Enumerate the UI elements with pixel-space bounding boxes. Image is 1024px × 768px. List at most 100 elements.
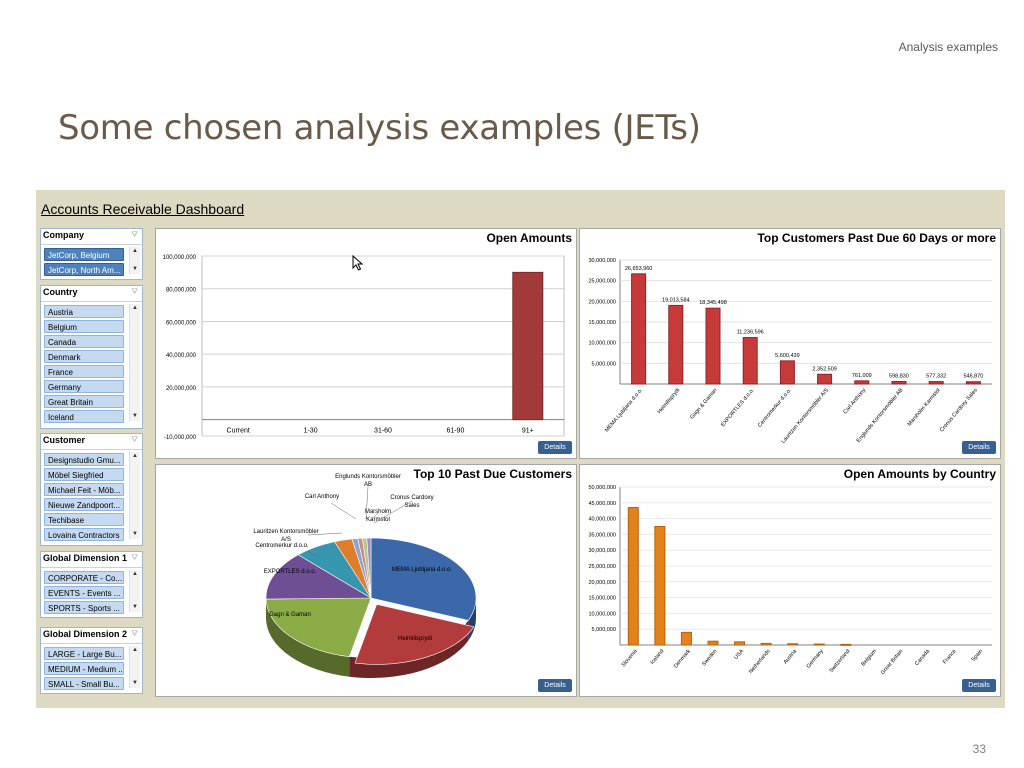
slicer-item[interactable]: Iceland: [44, 410, 124, 423]
slicer-scrollbar[interactable]: ▲ ▼: [129, 570, 140, 612]
slicer-item[interactable]: Möbel Siegfried: [44, 468, 124, 481]
clear-filter-icon[interactable]: ⛛: [131, 629, 138, 638]
x-tick-label: Marsholm Karmstol: [907, 387, 942, 427]
slicer-scrollbar[interactable]: ▲ ▼: [129, 247, 140, 274]
y-tick-label: 10,000,000: [588, 341, 616, 347]
clear-filter-icon[interactable]: ⛛: [131, 230, 138, 239]
data-label: 26,653,960: [625, 266, 653, 272]
mouse-cursor-icon: [352, 255, 364, 271]
slicer-item[interactable]: Great Britain: [44, 395, 124, 408]
pie-label: Englunds Kontorsmöbler AB: [335, 474, 401, 488]
leader-line: [307, 550, 317, 558]
scroll-down-icon[interactable]: ▼: [132, 604, 138, 610]
scroll-up-icon[interactable]: ▲: [132, 453, 138, 459]
data-label: 761,009: [852, 373, 872, 379]
slicer-item[interactable]: CORPORATE - Co...: [44, 571, 124, 584]
plot-area: [201, 255, 565, 437]
y-tick-label: 20,000,000: [166, 386, 197, 392]
bar: [854, 380, 870, 385]
slicer-country[interactable]: Country ⛛ Austria Belgium Canada Denmark …: [40, 285, 143, 429]
slicer-title: Country: [43, 287, 78, 297]
chart-title: Open Amounts: [486, 231, 572, 245]
y-tick-label: 60,000,000: [166, 320, 197, 326]
x-tick-label: France: [942, 648, 958, 665]
slicer-item[interactable]: Nieuwe Zandpoort...: [44, 498, 124, 511]
details-button[interactable]: Details: [538, 679, 572, 692]
clear-filter-icon[interactable]: ⛛: [131, 553, 138, 562]
slicer-item[interactable]: JetCorp, North Am...: [44, 263, 124, 276]
clear-filter-icon[interactable]: ⛛: [131, 287, 138, 296]
slicer-item[interactable]: Designstudio Gmu...: [44, 453, 124, 466]
pie-slice: [265, 597, 372, 658]
panel-top-10-past-due: Top 10 Past Due Customers MEMA Ljubljana…: [155, 464, 577, 697]
slicer-scrollbar[interactable]: ▲ ▼: [129, 452, 140, 539]
slicer-item[interactable]: JetCorp, Belgium: [44, 248, 124, 261]
slicer-item[interactable]: Lovaina Contractors: [44, 528, 124, 541]
x-tick-label: Netherlands: [748, 648, 772, 675]
bar: [654, 526, 666, 646]
clear-filter-icon[interactable]: ⛛: [131, 435, 138, 444]
bar: [512, 271, 544, 421]
pie-label: MEMA Ljubljana d.o.o.: [392, 567, 452, 573]
slicer-item[interactable]: SMALL - Small Bu...: [44, 677, 124, 690]
x-tick-label: Belgium: [861, 648, 879, 667]
details-button[interactable]: Details: [962, 679, 996, 692]
bar: [813, 643, 825, 646]
panel-top-customers-past-due: Top Customers Past Due 60 Days or more 3…: [579, 228, 1001, 459]
scroll-up-icon[interactable]: ▲: [132, 647, 138, 653]
slicer-item[interactable]: Techibase: [44, 513, 124, 526]
data-label: 2,352,509: [812, 366, 836, 372]
y-tick-label: 20,000,000: [588, 299, 616, 305]
slicer-item[interactable]: EVENTS - Events ...: [44, 586, 124, 599]
details-button[interactable]: Details: [962, 441, 996, 454]
x-tick-label: MEMA Ljubljana d.o.o.: [604, 387, 644, 433]
slicer-item[interactable]: France: [44, 365, 124, 378]
scroll-down-icon[interactable]: ▼: [132, 266, 138, 272]
slicer-item[interactable]: Denmark: [44, 350, 124, 363]
slicer-scrollbar[interactable]: ▲ ▼: [129, 304, 140, 421]
y-tick-label: 30,000,000: [588, 548, 616, 554]
scroll-up-icon[interactable]: ▲: [132, 571, 138, 577]
y-tick-label: 35,000,000: [588, 532, 616, 538]
slicer-item[interactable]: MEDIUM - Medium ...: [44, 662, 124, 675]
bar: [760, 642, 772, 646]
slicer-global-dimension-2[interactable]: Global Dimension 2 ⛛ LARGE - Large Bu... …: [40, 627, 143, 694]
bar: [734, 641, 746, 646]
slicer-item[interactable]: Germany: [44, 380, 124, 393]
leader-line: [369, 512, 379, 522]
x-tick-label: Slovenia: [621, 648, 640, 669]
slicer-item[interactable]: Canada: [44, 335, 124, 348]
scroll-down-icon[interactable]: ▼: [132, 680, 138, 686]
slicer-item[interactable]: LARGE - Large Bu...: [44, 647, 124, 660]
y-tick-label: 5,000,000: [592, 627, 616, 633]
bar: [779, 360, 795, 385]
slicer-item[interactable]: SPORTS - Sports ...: [44, 601, 124, 614]
data-label: 546,870: [963, 374, 983, 380]
scroll-up-icon[interactable]: ▲: [132, 248, 138, 254]
y-tick-label: 100,000,000: [163, 255, 197, 261]
x-tick-label: USA: [733, 648, 745, 661]
slide-title: Some chosen analysis examples (JETs): [58, 108, 701, 148]
data-label: 5,600,439: [775, 353, 799, 359]
slicer-scrollbar[interactable]: ▲ ▼: [129, 646, 140, 688]
bar: [787, 643, 799, 646]
slicer-item[interactable]: Michael Feit - Möb...: [44, 483, 124, 496]
x-tick-label: Carl Anthony: [842, 387, 867, 415]
bar: [631, 273, 647, 385]
bar: [680, 631, 692, 646]
slicer-global-dimension-1[interactable]: Global Dimension 1 ⛛ CORPORATE - Co... EV…: [40, 551, 143, 618]
pie-slice: [370, 537, 477, 621]
slicer-header: Global Dimension 1 ⛛: [41, 552, 142, 568]
scroll-down-icon[interactable]: ▼: [132, 413, 138, 419]
scroll-down-icon[interactable]: ▼: [132, 531, 138, 537]
scroll-up-icon[interactable]: ▲: [132, 305, 138, 311]
slicer-item[interactable]: Austria: [44, 305, 124, 318]
slicer-item[interactable]: Belgium: [44, 320, 124, 333]
details-button[interactable]: Details: [538, 441, 572, 454]
x-tick-label: 1-30: [304, 428, 318, 435]
y-tick-label: 40,000,000: [588, 517, 616, 523]
chart-top-customers-past-due: 30,000,000 25,000,000 20,000,000 15,000,000…: [588, 258, 992, 445]
slicer-company[interactable]: Company ⛛ JetCorp, Belgium JetCorp, North…: [40, 228, 143, 280]
slicer-customer[interactable]: Customer ⛛ Designstudio Gmu... Möbel Sieg…: [40, 433, 143, 546]
x-tick-label: 61-90: [446, 428, 464, 435]
